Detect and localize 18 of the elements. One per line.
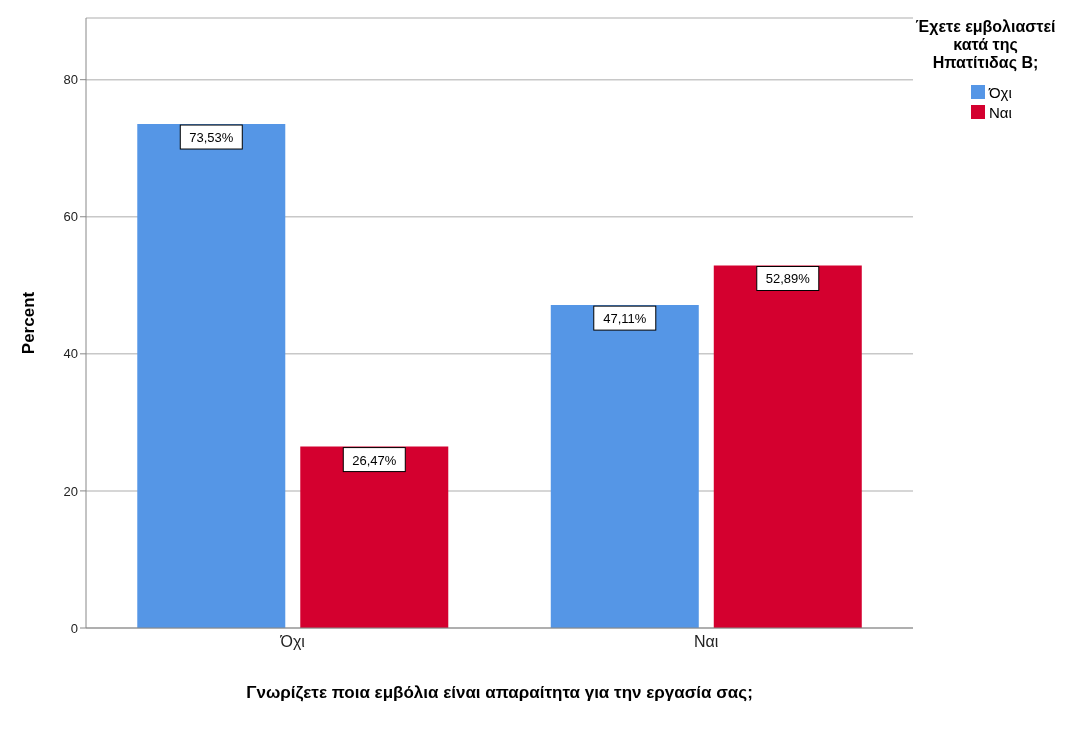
y-tick-label: 80 [63,72,78,88]
x-axis-title: Γνωρίζετε ποια εμβόλια είναι απαραίτητα για την εργασία σας; [246,683,753,702]
legend-title: Έχετε εμβολιαστεί κατά της Ηπατίτιδας Β; [914,18,1057,72]
y-tick-label: 40 [63,346,78,362]
bar [300,446,449,628]
data-label: 26,47% [352,452,397,468]
legend-label: Ναι [989,103,1012,121]
data-label: 47,11% [603,311,647,327]
legend-label: Όχι [989,83,1012,101]
bar [550,305,699,628]
y-axis-title: Percent [19,291,39,355]
bar [713,265,862,628]
y-tick-label: 20 [63,483,78,499]
bar [137,124,286,628]
y-tick-label: 0 [70,620,78,636]
data-label: 52,89% [765,271,811,287]
y-tick-label: 60 [63,209,78,225]
data-label: 73,53% [189,130,234,146]
